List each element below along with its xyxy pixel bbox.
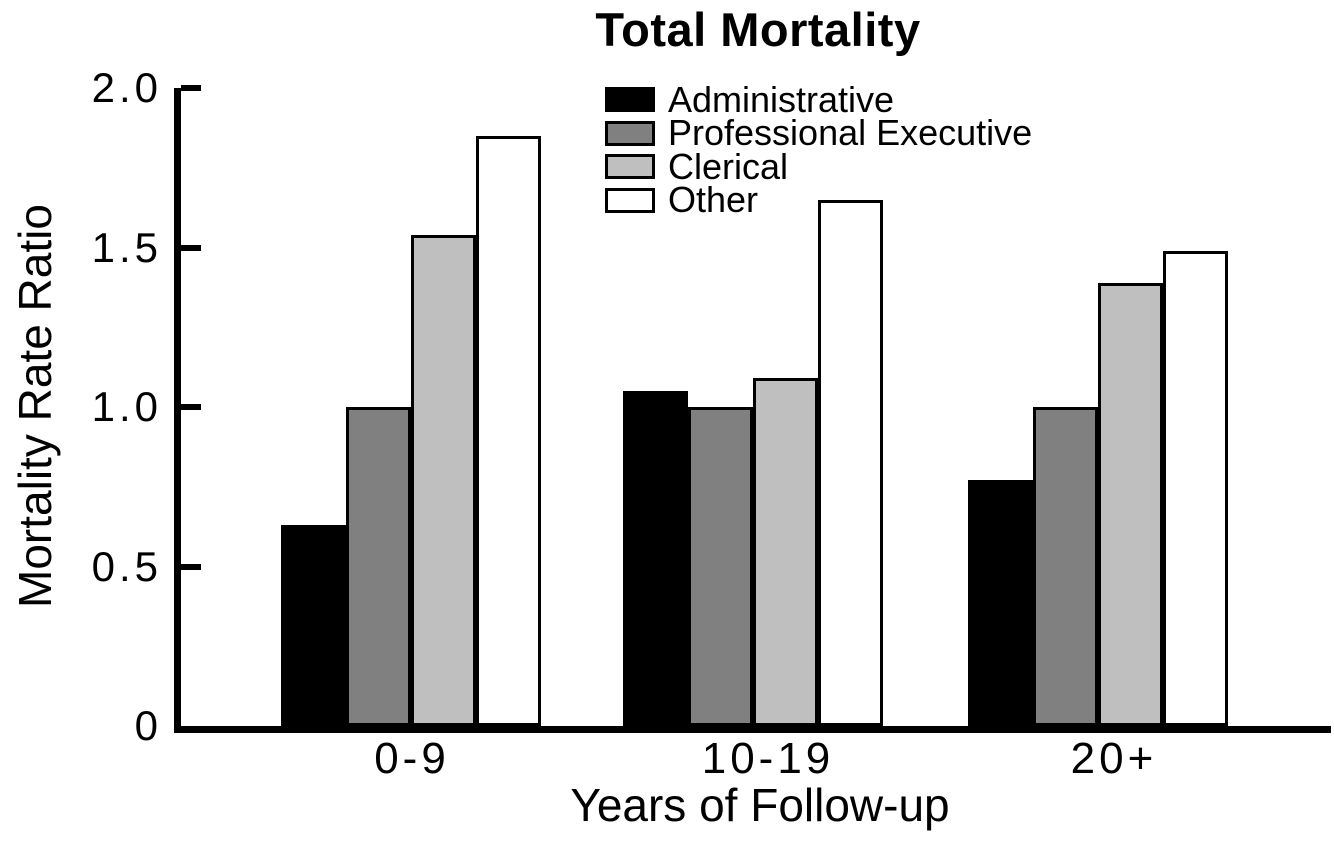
bar-20-professional-executive [1033,407,1098,726]
legend-swatch-administrative [605,87,655,112]
bar-20-clerical [1098,283,1163,726]
y-tick-mark-1-0 [181,404,201,410]
x-tick-label-10-19: 10-19 [701,734,835,783]
legend-label-professional-executive: Professional Executive [668,112,1033,153]
x-axis-line [174,726,1331,733]
legend-swatch-professional-executive [605,120,655,146]
y-tick-label-0-5: 0.5 [91,542,162,590]
x-tick-label-20: 20+ [1070,734,1158,783]
y-axis-line [174,88,181,733]
bar-20-administrative [968,480,1033,726]
bar-10-19-clerical [753,378,818,726]
y-tick-mark-2-0 [181,85,201,91]
chart-title: Total Mortality [595,3,921,56]
y-tick-label-2-0: 2.0 [91,64,162,111]
bar-0-9-professional-executive [346,407,411,726]
y-tick-mark-1-5 [181,244,201,251]
legend-label-administrative: Administrative [668,78,895,120]
y-tick-label-0: 0 [134,702,162,749]
bar-0-9-other [476,136,541,726]
x-tick-label-0-9: 0-9 [374,734,450,783]
legend-label-clerical: Clerical [668,145,789,187]
legend-label-other: Other [668,179,759,220]
legend-swatch-clerical [605,154,655,179]
bar-0-9-administrative [281,525,346,726]
legend-swatch-other [605,187,655,213]
x-axis-title: Years of Follow-up [570,779,950,831]
y-tick-label-1-5: 1.5 [91,223,162,271]
bar-20-other [1163,251,1228,726]
bar-10-19-professional-executive [688,407,753,726]
y-tick-mark-0-5 [181,563,201,570]
bar-0-9-clerical [411,235,476,726]
bar-10-19-administrative [623,391,688,726]
bar-10-19-other [818,200,883,726]
y-tick-label-1-0: 1.0 [91,383,162,430]
